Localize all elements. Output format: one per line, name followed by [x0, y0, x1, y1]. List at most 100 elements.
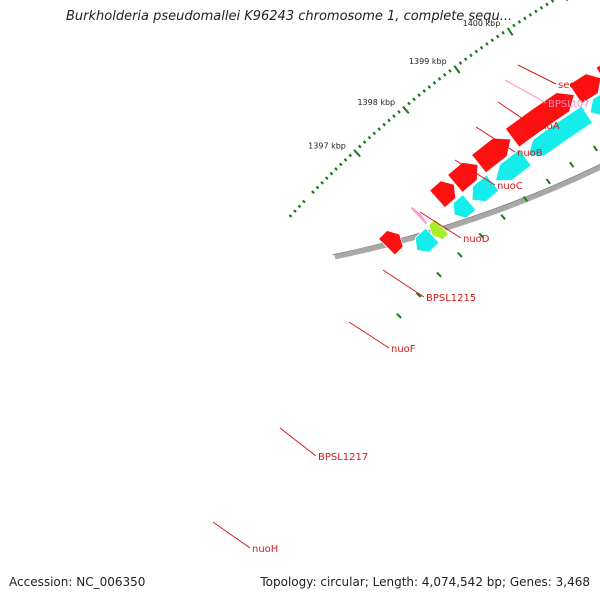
minor-tick	[545, 2, 549, 7]
label-leader-line	[454, 159, 496, 186]
inner-tick	[500, 214, 506, 220]
minor-tick	[550, 0, 555, 3]
minor-tick	[422, 89, 426, 93]
gene-label-bpslt07[interactable]: BPSLt07	[548, 99, 589, 110]
gene-arrow-bpslt07[interactable]	[409, 205, 429, 226]
inner-tick	[396, 313, 402, 319]
label-leader-line	[517, 64, 557, 85]
minor-tick	[412, 97, 416, 102]
label-leader-line	[348, 321, 390, 349]
minor-tick	[495, 34, 500, 39]
minor-tick	[490, 38, 495, 43]
scale-tick-label: 1400 kbp	[463, 19, 501, 28]
minor-tick	[334, 167, 338, 171]
scale-tick-label: 1399 kbp	[409, 57, 447, 66]
inner-tick	[478, 232, 484, 239]
scale-tick	[402, 105, 410, 115]
minor-tick	[329, 171, 334, 176]
scale-tick-label: 1398 kbp	[357, 98, 395, 107]
gene-arrow-nuod[interactable]	[504, 92, 575, 148]
gene-arrow-secg[interactable]	[414, 227, 440, 253]
scale-tick	[353, 149, 361, 158]
minor-tick	[523, 16, 527, 21]
genome-stats-text: Topology: circular; Length: 4,074,542 bp…	[260, 575, 590, 589]
reverse-strand-segment[interactable]	[452, 194, 477, 219]
gene-label-nuoh[interactable]: nuoH	[252, 544, 278, 555]
minor-tick	[427, 85, 432, 89]
minor-tick	[517, 20, 522, 24]
label-leader-line	[497, 101, 533, 126]
minor-tick	[367, 135, 372, 140]
inner-tick	[545, 178, 551, 185]
inner-tick	[592, 145, 598, 152]
minor-tick	[407, 101, 411, 106]
minor-tick	[324, 176, 329, 181]
minor-tick	[501, 30, 505, 35]
minor-tick	[397, 109, 401, 114]
reverse-strand-segment[interactable]	[471, 174, 500, 203]
minor-tick	[458, 61, 463, 65]
minor-tick	[417, 93, 421, 98]
map-title: Burkholderia pseudomallei K96243 chromos…	[66, 9, 513, 24]
gene-label-nuof[interactable]: nuoF	[391, 344, 416, 355]
minor-tick	[372, 131, 377, 136]
minor-tick	[448, 69, 452, 73]
accession-text: Accession: NC_006350	[9, 575, 146, 589]
minor-tick	[469, 53, 473, 58]
minor-tick	[479, 45, 484, 50]
label-leader-line	[419, 211, 462, 239]
minor-tick	[362, 140, 367, 144]
label-leader-line	[504, 79, 547, 104]
minor-tick	[474, 49, 479, 54]
scale-tick	[506, 27, 514, 36]
scale-tick	[453, 65, 461, 74]
gene-label-nuod[interactable]: nuoD	[463, 234, 490, 245]
minor-tick	[320, 180, 324, 185]
gene-labels[interactable]: secG BPSLt07 nuoA nuoB nuoC nuoD BPSL1215 nuoF B…	[212, 64, 589, 555]
minor-tick	[297, 204, 302, 209]
gene-label-nuoa[interactable]: nuoA	[534, 121, 560, 132]
gene-label-bpsl1215[interactable]: BPSL1215	[426, 293, 476, 304]
minor-tick	[293, 209, 297, 213]
reverse-strand-segment[interactable]	[494, 148, 532, 182]
minor-tick	[534, 9, 538, 14]
minor-tick	[377, 127, 382, 131]
scale-tick-label: 1397 kbp	[308, 141, 346, 150]
feature-layer[interactable]	[377, 0, 600, 256]
reverse-strand-segment[interactable]	[589, 90, 600, 116]
label-leader-line	[475, 126, 516, 153]
label-leader-line	[279, 427, 317, 457]
minor-tick	[288, 214, 293, 218]
minor-tick	[387, 118, 391, 123]
minor-tick	[485, 42, 489, 46]
inner-tick	[522, 195, 529, 202]
gene-arrow-nuoa[interactable]	[429, 180, 457, 209]
gene-arrow-nuof[interactable]	[595, 35, 600, 87]
minor-tick	[432, 81, 437, 85]
minor-tick	[392, 114, 396, 118]
minor-tick	[442, 73, 447, 77]
inner-tick	[569, 161, 575, 168]
minor-tick	[437, 77, 442, 81]
reverse-strand-segment[interactable]	[527, 105, 594, 157]
inner-tick	[436, 271, 442, 278]
gene-label-nuob[interactable]: nuoB	[517, 148, 543, 159]
scale-tick	[566, 0, 569, 2]
feature-arrow[interactable]	[377, 229, 404, 256]
minor-tick	[382, 122, 386, 127]
minor-tick	[539, 5, 544, 10]
minor-tick	[338, 162, 343, 167]
label-leader-line	[212, 521, 251, 549]
minor-tick	[315, 185, 320, 190]
minor-tick	[343, 158, 348, 162]
label-leader-line	[382, 269, 425, 298]
feature-arrow[interactable]	[428, 218, 450, 241]
inner-tick	[415, 292, 422, 298]
gene-label-bpsl1217[interactable]: BPSL1217	[318, 452, 368, 463]
minor-tick	[463, 57, 468, 62]
gene-label-secg[interactable]: secG	[558, 80, 583, 91]
minor-tick	[311, 190, 315, 194]
gene-label-nuoc[interactable]: nuoC	[497, 181, 523, 192]
